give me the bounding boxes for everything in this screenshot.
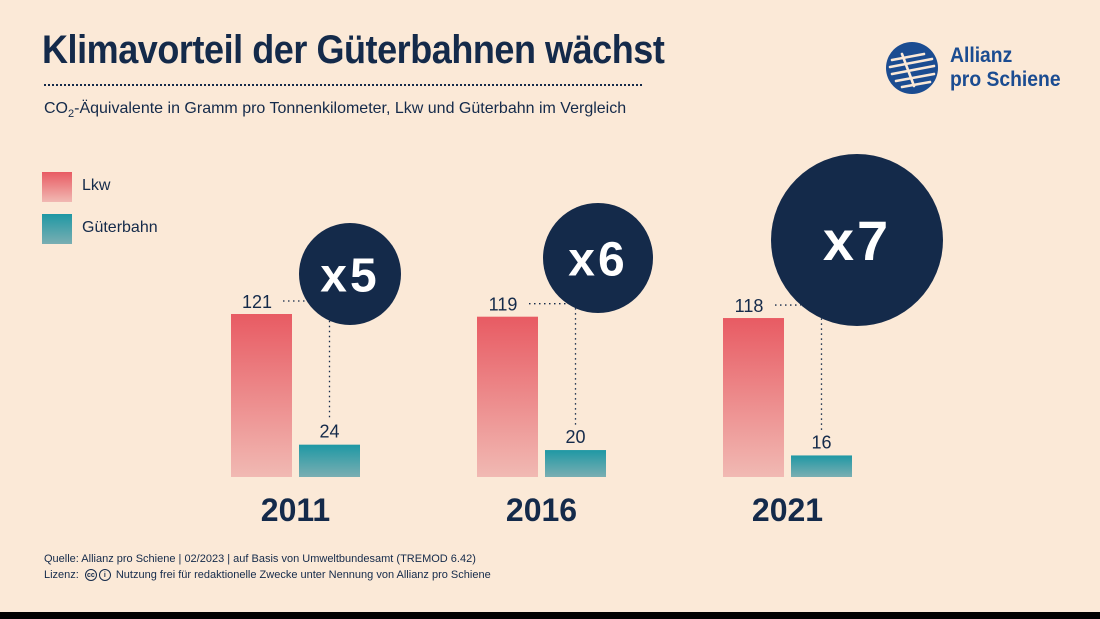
- category-label-2011: 2011: [261, 492, 330, 528]
- category-label-2021: 2021: [752, 492, 823, 528]
- label-gueterbahn-2021: 16: [811, 432, 831, 452]
- page-title: Klimavorteil der Güterbahnen wächst: [42, 28, 665, 72]
- bottom-bar: [0, 612, 1100, 619]
- bar-gueterbahn-2016: [545, 450, 606, 477]
- bar-chart: 121 24 x5 2011 119 20 x6 2016 118 16 x7 2021: [231, 154, 943, 528]
- license-text: Nutzung frei für redaktionelle Zwecke un…: [115, 569, 491, 581]
- subtitle-rest: -Äquivalente in Gramm pro Tonnenkilomete…: [74, 100, 627, 117]
- cc-icon: cc: [84, 569, 97, 581]
- logo-line-2: pro Schiene: [950, 68, 1061, 91]
- logo-line-1: Allianz: [950, 44, 1013, 67]
- attribution-icon: i: [98, 569, 111, 581]
- label-gueterbahn-2016: 20: [565, 427, 585, 447]
- legend-item-gueterbahn: Güterbahn: [42, 214, 222, 244]
- subtitle-prefix: CO: [44, 100, 68, 117]
- ratio-circle-2016: [543, 203, 653, 313]
- legend-swatch-gueterbahn: [42, 214, 72, 244]
- allianz-pro-schiene-logo-icon: [886, 42, 938, 94]
- bar-lkw-2016: [477, 316, 538, 477]
- category-label-2016: 2016: [506, 492, 577, 528]
- bar-lkw-2021: [723, 318, 784, 477]
- ratio-label-2011: x5: [320, 249, 379, 302]
- legend-item-lkw: Lkw: [42, 172, 222, 202]
- legend-label-gueterbahn: Güterbahn: [82, 219, 158, 236]
- label-gueterbahn-2011: 24: [319, 422, 339, 442]
- ratio-label-2016: x6: [568, 233, 627, 286]
- logo-text: Allianz pro Schiene: [950, 44, 1061, 92]
- footer-license: Lizenz: cc i Nutzung frei für redaktione…: [44, 569, 491, 581]
- title-divider: [44, 84, 642, 86]
- label-lkw-2011: 121: [242, 292, 272, 312]
- ratio-circle-2021: [771, 154, 943, 326]
- label-lkw-2021: 118: [735, 296, 764, 316]
- ratio-circle-2011: [299, 223, 401, 325]
- license-label: Lizenz:: [44, 569, 79, 581]
- page-subtitle: CO2-Äquivalente in Gramm pro Tonnenkilom…: [44, 100, 626, 120]
- legend-swatch-lkw: [42, 172, 72, 202]
- legend-label-lkw: Lkw: [82, 177, 111, 194]
- bar-gueterbahn-2011: [299, 444, 360, 477]
- logo: Allianz pro Schiene: [884, 40, 1074, 96]
- bar-lkw-2011: [231, 314, 292, 477]
- bar-gueterbahn-2021: [791, 455, 852, 477]
- label-lkw-2016: 119: [489, 295, 518, 315]
- footer-source: Quelle: Allianz pro Schiene | 02/2023 | …: [44, 553, 476, 565]
- ratio-label-2021: x7: [823, 209, 891, 272]
- subtitle-subscript: 2: [68, 108, 75, 121]
